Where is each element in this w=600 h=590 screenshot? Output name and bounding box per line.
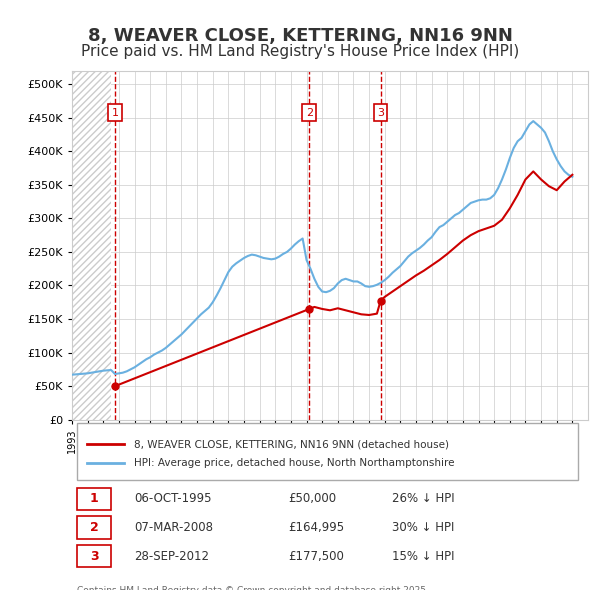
- Text: 3: 3: [90, 549, 98, 562]
- Text: 30% ↓ HPI: 30% ↓ HPI: [392, 521, 454, 534]
- FancyBboxPatch shape: [77, 488, 110, 510]
- Text: 1: 1: [90, 493, 98, 506]
- Text: 3: 3: [377, 107, 384, 117]
- Text: HPI: Average price, detached house, North Northamptonshire: HPI: Average price, detached house, Nort…: [134, 458, 454, 468]
- Text: 26% ↓ HPI: 26% ↓ HPI: [392, 493, 455, 506]
- Text: 2: 2: [90, 521, 98, 534]
- Text: Price paid vs. HM Land Registry's House Price Index (HPI): Price paid vs. HM Land Registry's House …: [81, 44, 519, 59]
- Text: 1: 1: [112, 107, 119, 117]
- Text: 15% ↓ HPI: 15% ↓ HPI: [392, 549, 454, 562]
- Text: 06-OCT-1995: 06-OCT-1995: [134, 493, 211, 506]
- Text: 07-MAR-2008: 07-MAR-2008: [134, 521, 213, 534]
- FancyBboxPatch shape: [77, 423, 578, 480]
- Text: £177,500: £177,500: [289, 549, 344, 562]
- Text: £50,000: £50,000: [289, 493, 337, 506]
- Text: 8, WEAVER CLOSE, KETTERING, NN16 9NN (detached house): 8, WEAVER CLOSE, KETTERING, NN16 9NN (de…: [134, 439, 449, 449]
- Text: 28-SEP-2012: 28-SEP-2012: [134, 549, 209, 562]
- Text: 8, WEAVER CLOSE, KETTERING, NN16 9NN: 8, WEAVER CLOSE, KETTERING, NN16 9NN: [88, 27, 512, 45]
- Text: 2: 2: [306, 107, 313, 117]
- Text: Contains HM Land Registry data © Crown copyright and database right 2025.
This d: Contains HM Land Registry data © Crown c…: [77, 586, 429, 590]
- FancyBboxPatch shape: [77, 516, 110, 539]
- Text: £164,995: £164,995: [289, 521, 345, 534]
- FancyBboxPatch shape: [77, 545, 110, 567]
